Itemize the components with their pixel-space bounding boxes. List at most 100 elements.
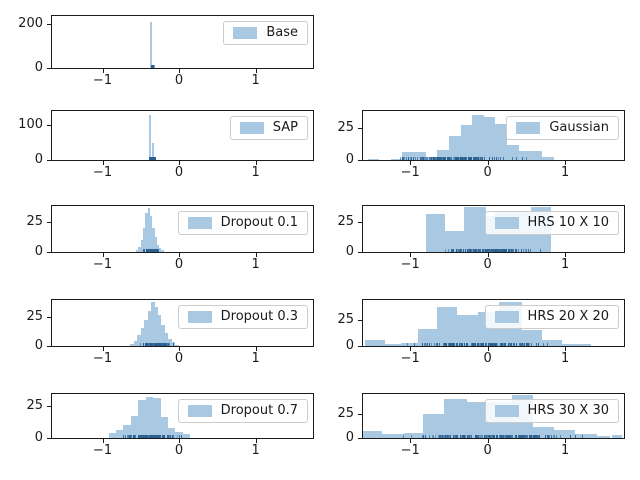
rug-mark — [503, 343, 505, 346]
x-tick-label: 1 — [560, 351, 570, 366]
rug-mark — [520, 343, 521, 346]
rug-mark — [510, 343, 511, 346]
rug-mark — [452, 249, 454, 252]
rug-mark — [521, 343, 523, 346]
rug-mark — [529, 249, 531, 252]
rug-mark — [524, 249, 526, 252]
x-tick — [102, 161, 104, 165]
rug-mark — [465, 435, 467, 438]
rug-mark — [431, 157, 433, 160]
x-tick — [102, 253, 104, 257]
rug-mark — [489, 343, 491, 346]
rug-mark — [536, 435, 538, 438]
rug-mark — [528, 343, 529, 346]
rug-mark — [428, 343, 430, 346]
x-tick — [255, 69, 257, 73]
hist-bar — [456, 314, 478, 346]
hist-bar — [147, 310, 152, 346]
rug-mark — [489, 249, 491, 252]
hist-bar — [161, 249, 164, 252]
rug-mark — [485, 343, 487, 346]
hist-bar — [138, 400, 146, 438]
rug-mark — [536, 343, 538, 346]
x-tick-label: 0 — [174, 257, 184, 272]
hist-bar — [158, 315, 162, 346]
y-tick — [358, 438, 362, 439]
rug-mark — [143, 435, 144, 438]
rug-mark — [468, 249, 470, 252]
rug-mark — [498, 157, 500, 160]
rug-mark — [451, 249, 453, 252]
rug-mark — [525, 249, 527, 252]
y-tick — [358, 127, 362, 129]
rug-mark — [522, 435, 524, 438]
hist-bar — [175, 344, 179, 346]
rug-mark — [509, 435, 511, 438]
subplot-hrs-20: HRS 20 X 20 — [362, 299, 625, 347]
rug-mark — [507, 249, 509, 252]
rug-mark — [436, 157, 438, 160]
rug-mark — [449, 157, 451, 160]
rug-mark — [466, 249, 468, 252]
rug-mark — [460, 157, 462, 160]
x-tick — [179, 69, 181, 73]
hist-bar — [140, 239, 144, 252]
rug-mark — [176, 435, 178, 438]
x-tick-label: −1 — [92, 73, 113, 88]
rug-mark — [445, 343, 447, 346]
subplot-dropout-03: Dropout 0.3 — [51, 299, 314, 347]
x-tick — [255, 253, 257, 257]
rug-mark — [140, 435, 142, 438]
y-tick-label: 0 — [34, 152, 43, 167]
rug-mark — [465, 249, 466, 252]
rug-mark — [469, 435, 471, 438]
x-tick — [410, 347, 412, 351]
rug-mark — [528, 249, 530, 252]
rug-mark — [473, 343, 475, 346]
rug-mark — [124, 435, 126, 438]
rug-mark — [484, 157, 486, 160]
rug-mark — [149, 157, 151, 160]
rug-mark — [467, 249, 469, 252]
rug-mark — [152, 157, 154, 160]
rug-mark — [569, 435, 571, 438]
rug-mark — [425, 157, 427, 160]
hist-bar — [175, 431, 183, 438]
rug-mark — [148, 249, 150, 252]
rug-mark — [472, 249, 474, 252]
rug-mark — [482, 249, 484, 252]
legend-swatch-icon — [233, 26, 258, 39]
rug-mark — [529, 343, 530, 346]
hist-bar — [144, 320, 148, 346]
x-tick-label: −1 — [400, 351, 420, 366]
rug-mark — [505, 435, 507, 438]
rug-mark — [499, 343, 501, 346]
rug-mark — [504, 249, 506, 252]
rug-mark — [430, 157, 432, 160]
rug-mark — [160, 435, 162, 438]
rug-mark — [424, 343, 426, 346]
rug-mark — [494, 343, 496, 346]
rug-mark — [441, 157, 443, 160]
rug-mark — [522, 343, 524, 346]
rug-mark — [525, 157, 527, 160]
rug-mark — [488, 249, 489, 252]
rug-mark — [486, 435, 488, 438]
rug-mark — [439, 435, 440, 438]
rug-mark — [479, 435, 481, 438]
hist-bar — [154, 237, 157, 252]
rug-mark — [478, 343, 480, 346]
x-tick-label: 0 — [483, 257, 492, 272]
x-tick-label: −1 — [92, 165, 113, 180]
rug-mark — [158, 435, 160, 438]
rug-mark — [525, 343, 527, 346]
rug-mark — [545, 435, 546, 438]
hist-bar — [400, 342, 418, 346]
rug-mark — [150, 65, 152, 68]
rug-mark — [499, 157, 501, 160]
subplot-hrs-10: HRS 10 X 10 — [362, 205, 625, 253]
rug-mark — [139, 343, 141, 346]
hist-bar — [168, 427, 176, 438]
rug-mark — [162, 343, 164, 346]
rug-mark — [521, 157, 523, 160]
